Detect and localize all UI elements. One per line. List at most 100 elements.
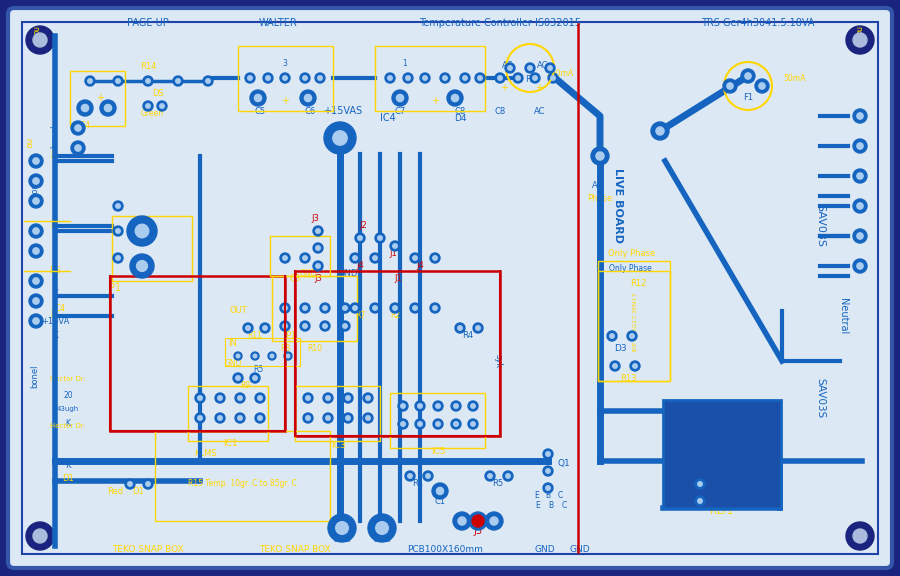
Circle shape: [195, 413, 205, 423]
Circle shape: [29, 314, 43, 328]
Circle shape: [248, 76, 252, 80]
Circle shape: [426, 473, 430, 478]
Text: 3: 3: [283, 59, 287, 68]
Text: R2: R2: [390, 311, 400, 320]
Circle shape: [468, 401, 478, 411]
Text: GND: GND: [570, 545, 590, 555]
Text: SAV03S: SAV03S: [815, 204, 825, 248]
Circle shape: [533, 76, 537, 80]
Text: J1: J1: [389, 249, 397, 258]
Text: D1: D1: [132, 487, 144, 496]
Circle shape: [313, 261, 323, 271]
Circle shape: [485, 471, 495, 481]
Circle shape: [75, 125, 81, 131]
Circle shape: [343, 413, 353, 423]
Bar: [663, 400, 781, 508]
Circle shape: [255, 413, 265, 423]
Bar: [270, 236, 330, 276]
Text: C7: C7: [394, 107, 406, 116]
Circle shape: [755, 79, 769, 93]
Bar: [272, 276, 357, 341]
Text: AC: AC: [502, 61, 514, 70]
Circle shape: [551, 76, 555, 80]
Text: C6: C6: [304, 107, 316, 116]
Circle shape: [452, 94, 459, 101]
Circle shape: [306, 416, 310, 420]
Circle shape: [495, 73, 505, 83]
Text: 20: 20: [63, 391, 73, 400]
Circle shape: [355, 233, 365, 243]
Circle shape: [406, 76, 410, 80]
Circle shape: [727, 83, 734, 89]
Text: Q1: Q1: [558, 459, 571, 468]
Circle shape: [33, 318, 40, 324]
Text: no: no: [23, 138, 32, 148]
Circle shape: [390, 241, 400, 251]
Circle shape: [513, 73, 523, 83]
Circle shape: [116, 204, 121, 209]
Text: R5: R5: [253, 365, 263, 374]
Circle shape: [543, 483, 553, 493]
Circle shape: [253, 354, 256, 358]
Circle shape: [741, 69, 755, 83]
Circle shape: [128, 482, 132, 486]
Circle shape: [488, 473, 492, 478]
Circle shape: [257, 416, 262, 420]
Text: TRS Ger4h3041.5.18VA: TRS Ger4h3041.5.18VA: [701, 18, 814, 28]
Circle shape: [527, 66, 532, 70]
Circle shape: [176, 79, 180, 84]
Text: Hector Dr.: Hector Dr.: [50, 376, 86, 382]
Circle shape: [418, 422, 422, 426]
Bar: [598, 271, 670, 381]
Circle shape: [476, 326, 481, 330]
Text: DS: DS: [152, 89, 164, 98]
Text: no: no: [31, 26, 40, 36]
Circle shape: [215, 393, 225, 403]
Circle shape: [127, 216, 157, 246]
Circle shape: [33, 298, 40, 304]
Text: R11: R11: [248, 331, 263, 340]
Circle shape: [250, 90, 266, 106]
Circle shape: [353, 256, 357, 260]
Circle shape: [316, 264, 320, 268]
Circle shape: [443, 76, 447, 80]
Text: J1: J1: [50, 149, 58, 158]
Circle shape: [29, 224, 43, 238]
Circle shape: [485, 512, 503, 530]
Circle shape: [195, 393, 205, 403]
Text: D4: D4: [454, 114, 466, 123]
Circle shape: [283, 256, 287, 260]
Circle shape: [346, 396, 350, 400]
Text: R8: R8: [280, 344, 290, 353]
Circle shape: [468, 419, 478, 429]
Circle shape: [280, 321, 290, 331]
Circle shape: [143, 479, 153, 489]
Circle shape: [33, 248, 40, 254]
Text: Hector Dr.: Hector Dr.: [50, 423, 86, 429]
Circle shape: [243, 323, 253, 333]
Circle shape: [545, 452, 550, 456]
Circle shape: [433, 306, 437, 310]
Circle shape: [392, 244, 397, 248]
Text: IC4: IC4: [380, 113, 396, 123]
Text: J3: J3: [50, 309, 58, 318]
Circle shape: [88, 79, 92, 84]
Circle shape: [451, 401, 461, 411]
Circle shape: [113, 226, 123, 236]
Text: WALTER: WALTER: [258, 18, 297, 28]
Text: PAGE UP: PAGE UP: [127, 18, 169, 28]
Circle shape: [328, 514, 356, 542]
Circle shape: [627, 331, 637, 341]
Circle shape: [236, 376, 240, 380]
Circle shape: [430, 253, 440, 263]
Text: R5: R5: [492, 479, 504, 488]
Text: 43ugh: 43ugh: [57, 406, 79, 412]
Text: syk: syk: [493, 354, 502, 368]
Text: GND: GND: [224, 359, 242, 368]
Circle shape: [469, 512, 487, 530]
Circle shape: [545, 486, 550, 490]
Bar: [295, 271, 500, 436]
Circle shape: [373, 306, 377, 310]
Text: F1: F1: [742, 93, 753, 102]
Circle shape: [433, 401, 443, 411]
